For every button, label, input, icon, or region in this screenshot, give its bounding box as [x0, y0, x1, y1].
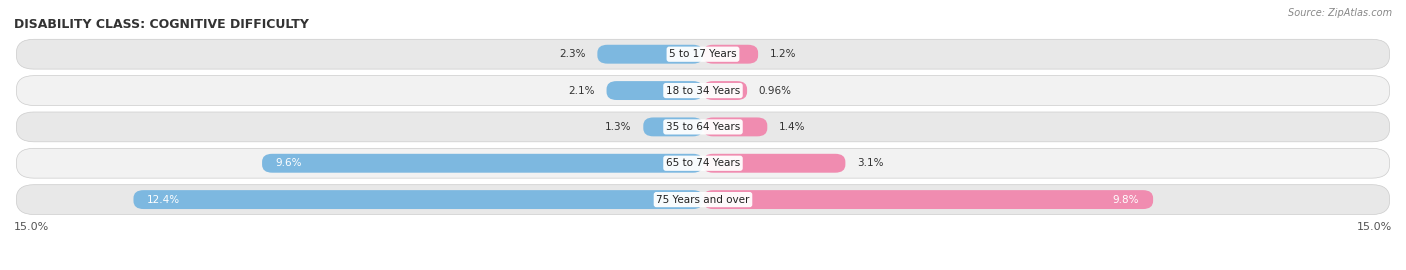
FancyBboxPatch shape: [17, 76, 1389, 106]
Text: 15.0%: 15.0%: [14, 222, 49, 232]
FancyBboxPatch shape: [17, 39, 1389, 69]
FancyBboxPatch shape: [703, 117, 768, 136]
FancyBboxPatch shape: [703, 190, 1153, 209]
FancyBboxPatch shape: [703, 154, 845, 173]
Text: 15.0%: 15.0%: [1357, 222, 1392, 232]
FancyBboxPatch shape: [134, 190, 703, 209]
Text: 1.2%: 1.2%: [769, 49, 796, 59]
Text: 35 to 64 Years: 35 to 64 Years: [666, 122, 740, 132]
FancyBboxPatch shape: [703, 81, 747, 100]
Text: DISABILITY CLASS: COGNITIVE DIFFICULTY: DISABILITY CLASS: COGNITIVE DIFFICULTY: [14, 18, 309, 31]
FancyBboxPatch shape: [598, 45, 703, 64]
Text: 2.3%: 2.3%: [560, 49, 586, 59]
FancyBboxPatch shape: [17, 148, 1389, 178]
FancyBboxPatch shape: [644, 117, 703, 136]
FancyBboxPatch shape: [17, 185, 1389, 214]
Text: 9.6%: 9.6%: [276, 158, 302, 168]
FancyBboxPatch shape: [262, 154, 703, 173]
Text: 75 Years and over: 75 Years and over: [657, 195, 749, 205]
FancyBboxPatch shape: [606, 81, 703, 100]
Text: 1.3%: 1.3%: [606, 122, 631, 132]
Text: Source: ZipAtlas.com: Source: ZipAtlas.com: [1288, 8, 1392, 18]
Text: 0.96%: 0.96%: [759, 86, 792, 96]
Text: 9.8%: 9.8%: [1112, 195, 1139, 205]
Text: 1.4%: 1.4%: [779, 122, 806, 132]
Text: 12.4%: 12.4%: [148, 195, 180, 205]
Text: 65 to 74 Years: 65 to 74 Years: [666, 158, 740, 168]
Text: 3.1%: 3.1%: [856, 158, 883, 168]
FancyBboxPatch shape: [703, 45, 758, 64]
Text: 18 to 34 Years: 18 to 34 Years: [666, 86, 740, 96]
Text: 5 to 17 Years: 5 to 17 Years: [669, 49, 737, 59]
Text: 2.1%: 2.1%: [568, 86, 595, 96]
FancyBboxPatch shape: [17, 112, 1389, 142]
